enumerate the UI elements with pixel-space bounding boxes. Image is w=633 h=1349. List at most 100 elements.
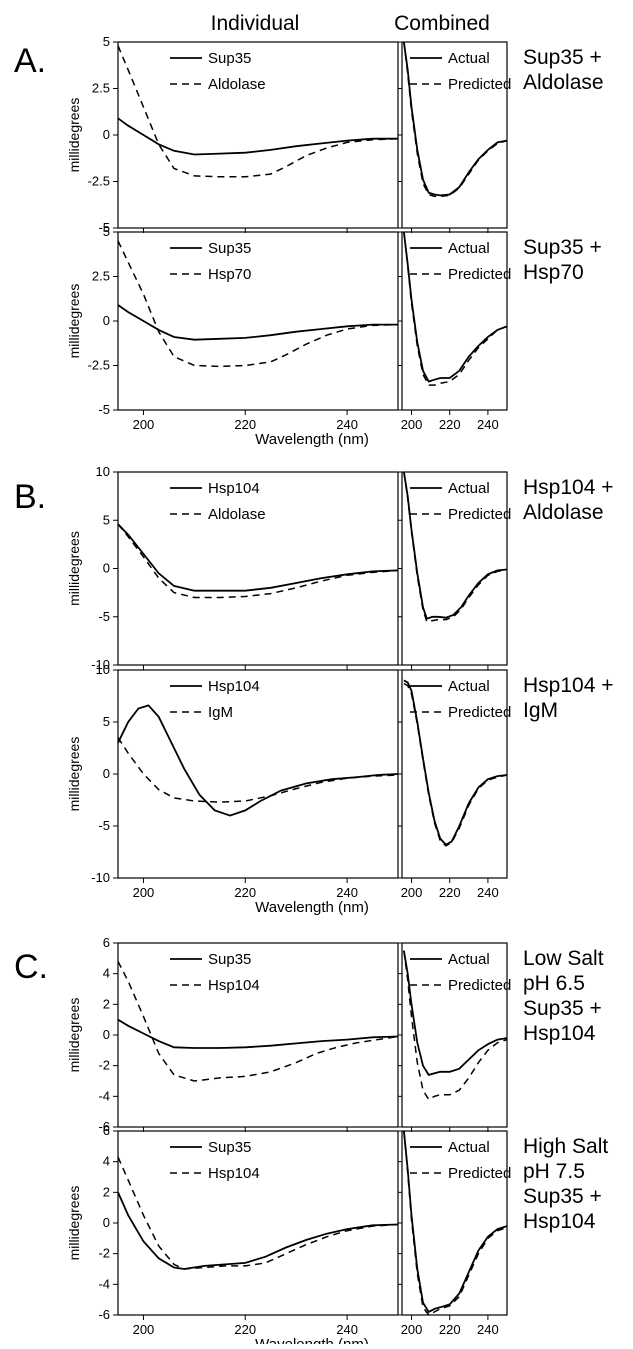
series-line-hsp70 bbox=[118, 240, 398, 368]
panel-B2-ind: 10 5 0 -5 -10 200 220 240 millidegrees Wavelength… bbox=[66, 662, 399, 916]
row-label: IgM bbox=[523, 699, 558, 722]
legend-label: Actual bbox=[448, 1139, 490, 1156]
y-tick-label: -2 bbox=[98, 1246, 110, 1261]
x-tick-label: 240 bbox=[336, 885, 358, 900]
y-tick-label: -10 bbox=[91, 657, 110, 672]
row-label: Aldolase bbox=[523, 71, 604, 94]
plot-frame bbox=[401, 669, 508, 879]
series-line-sup35 bbox=[118, 1018, 398, 1049]
x-tick-label: 200 bbox=[133, 885, 155, 900]
y-tick-label: 10 bbox=[96, 662, 110, 677]
plot-frame bbox=[117, 942, 399, 1128]
y-axis-label: millidegrees bbox=[66, 284, 82, 359]
series-line-hsp104 bbox=[118, 1156, 398, 1270]
y-tick-label: 2 bbox=[103, 996, 110, 1011]
panel-A2-comb: 200 220 240 Actual Predicted bbox=[398, 231, 511, 432]
series-line-hsp104 bbox=[118, 704, 398, 817]
y-axis-label: millidegrees bbox=[66, 531, 82, 606]
legend-label: Predicted bbox=[448, 76, 511, 93]
x-tick-label: 200 bbox=[401, 417, 423, 432]
x-axis-label: Wavelength (nm) bbox=[255, 1336, 369, 1344]
plot-frame bbox=[117, 41, 399, 229]
legend-label: Aldolase bbox=[208, 506, 266, 523]
section-letter: C. bbox=[14, 948, 48, 986]
legend-label: Actual bbox=[448, 480, 490, 497]
y-tick-label: 0 bbox=[103, 1027, 110, 1042]
legend-label: Actual bbox=[448, 678, 490, 695]
panel-B1-comb: Actual Predicted bbox=[398, 471, 511, 670]
legend-label: Hsp104 bbox=[208, 1165, 260, 1182]
series-line-actual bbox=[403, 472, 507, 620]
plot-frame bbox=[117, 231, 399, 411]
series-line-aldolase bbox=[118, 45, 398, 178]
x-tick-label: 220 bbox=[439, 885, 461, 900]
row-label: Hsp104 bbox=[523, 1022, 596, 1045]
y-tick-label: -10 bbox=[91, 870, 110, 885]
row-label: pH 6.5 bbox=[523, 972, 585, 995]
y-tick-label: -4 bbox=[98, 1276, 110, 1291]
row-label: Sup35 + bbox=[523, 1185, 602, 1208]
legend-label: Predicted bbox=[448, 506, 511, 523]
legend-label: Actual bbox=[448, 50, 490, 67]
x-tick-label: 240 bbox=[477, 885, 499, 900]
y-tick-label: 4 bbox=[103, 1154, 110, 1169]
row-label: Hsp70 bbox=[523, 261, 584, 284]
y-tick-label: 6 bbox=[103, 1123, 110, 1138]
series-line-actual bbox=[403, 950, 507, 1076]
legend-label: Actual bbox=[448, 240, 490, 257]
panel-B1-ind: 10 5 0 -5 -10 millidegrees Hsp104 Aldolase bbox=[66, 464, 399, 672]
y-tick-label: -5 bbox=[98, 220, 110, 235]
y-axis-label: millidegrees bbox=[66, 998, 82, 1073]
x-tick-label: 200 bbox=[133, 417, 155, 432]
legend-label: Predicted bbox=[448, 266, 511, 283]
legend-label: IgM bbox=[208, 704, 233, 721]
x-tick-label: 220 bbox=[234, 1322, 256, 1337]
y-tick-label: -5 bbox=[98, 818, 110, 833]
legend-label: Predicted bbox=[448, 704, 511, 721]
y-tick-label: 2.5 bbox=[92, 81, 110, 96]
legend-label: Predicted bbox=[448, 1165, 511, 1182]
panel-A2-ind: 5 2.5 0 -2.5 -5 200 220 240 millidegrees Waveleng… bbox=[66, 224, 399, 448]
plot-frame bbox=[401, 231, 508, 411]
section-letter: B. bbox=[14, 478, 46, 516]
y-tick-label: -4 bbox=[98, 1088, 110, 1103]
series-line-hsp104 bbox=[118, 961, 398, 1082]
series-line-predicted bbox=[403, 42, 507, 198]
legend-label: Aldolase bbox=[208, 76, 266, 93]
row-label: Sup35 + bbox=[523, 236, 602, 259]
x-tick-label: 200 bbox=[401, 885, 423, 900]
legend-label: Hsp104 bbox=[208, 480, 260, 497]
series-line-predicted bbox=[403, 950, 507, 1101]
y-tick-label: 0 bbox=[103, 127, 110, 142]
series-line-aldolase bbox=[118, 523, 398, 599]
column-header-combined: Combined bbox=[394, 12, 490, 35]
row-label: Low Salt bbox=[523, 947, 604, 970]
legend-label: Sup35 bbox=[208, 240, 251, 257]
plot-frame bbox=[401, 471, 508, 666]
row-label: Sup35 + bbox=[523, 46, 602, 69]
series-line-actual bbox=[403, 232, 507, 383]
panel-A1-ind: 5 2.5 0 -2.5 -5 millidegrees Sup35 Aldolase bbox=[66, 34, 399, 235]
x-axis-label: Wavelength (nm) bbox=[255, 431, 369, 448]
y-tick-label: -2.5 bbox=[88, 174, 110, 189]
plot-frame bbox=[117, 1130, 399, 1316]
legend-label: Sup35 bbox=[208, 1139, 251, 1156]
x-tick-label: 220 bbox=[439, 1322, 461, 1337]
legend-label: Hsp104 bbox=[208, 678, 260, 695]
y-tick-label: -6 bbox=[98, 1119, 110, 1134]
y-tick-label: -5 bbox=[98, 402, 110, 417]
x-tick-label: 240 bbox=[336, 417, 358, 432]
y-tick-label: 0 bbox=[103, 313, 110, 328]
x-tick-label: 200 bbox=[401, 1322, 423, 1337]
row-label: Hsp104 bbox=[523, 1210, 596, 1233]
plot-frame bbox=[401, 41, 508, 229]
series-line-actual bbox=[403, 1131, 507, 1314]
y-tick-label: 6 bbox=[103, 935, 110, 950]
legend-label: Predicted bbox=[448, 977, 511, 994]
y-tick-label: 5 bbox=[103, 224, 110, 239]
y-tick-label: 5 bbox=[103, 34, 110, 49]
x-tick-label: 240 bbox=[336, 1322, 358, 1337]
series-line-sup35 bbox=[118, 304, 398, 341]
plot-frame bbox=[117, 471, 399, 666]
